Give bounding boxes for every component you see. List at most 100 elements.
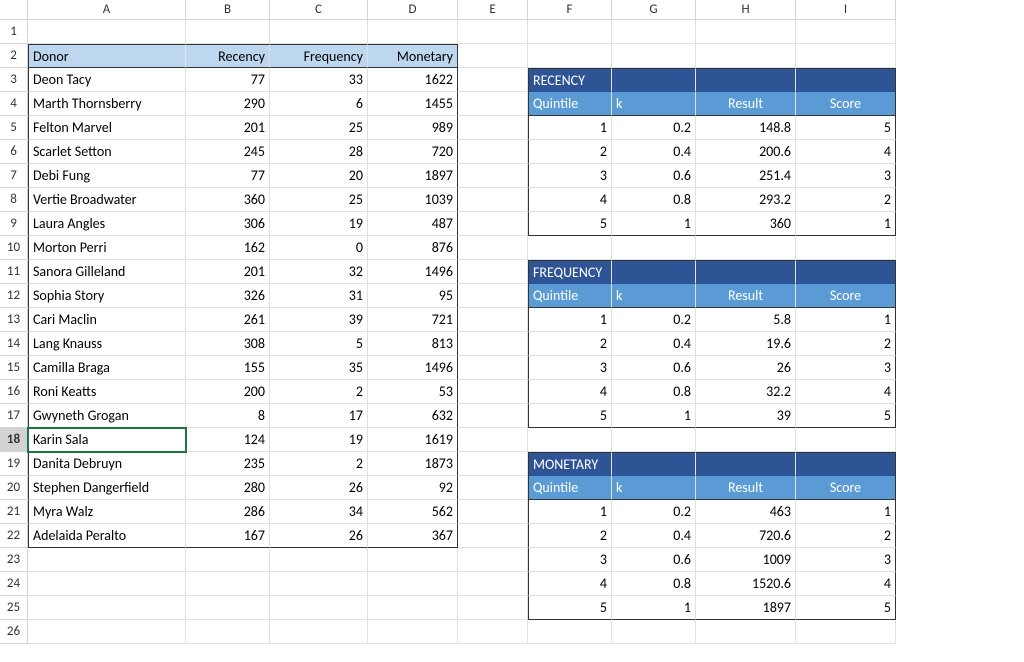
cell[interactable] <box>458 356 528 380</box>
cell[interactable] <box>368 572 458 596</box>
cell[interactable] <box>696 236 796 260</box>
cell[interactable] <box>186 572 270 596</box>
score[interactable]: 1 <box>796 308 896 332</box>
row-header-14[interactable]: 14 <box>0 332 28 356</box>
donor-recency[interactable]: 200 <box>186 380 270 404</box>
cell[interactable] <box>458 380 528 404</box>
cell[interactable] <box>458 284 528 308</box>
selected-cell[interactable]: Karin Sala <box>28 428 186 452</box>
side-header-score[interactable]: Score <box>796 92 896 116</box>
cell[interactable] <box>458 548 528 572</box>
cell[interactable] <box>528 236 612 260</box>
row-header-3[interactable]: 3 <box>0 68 28 92</box>
row-header-25[interactable]: 25 <box>0 596 28 620</box>
row-header-22[interactable]: 22 <box>0 524 28 548</box>
donor-name[interactable]: Camilla Braga <box>28 356 186 380</box>
col-header-H[interactable]: H <box>696 0 796 20</box>
donor-recency[interactable]: 245 <box>186 140 270 164</box>
row-header-24[interactable]: 24 <box>0 572 28 596</box>
donor-name[interactable]: Deon Tacy <box>28 68 186 92</box>
side-title-spacer[interactable] <box>696 452 796 476</box>
k-value[interactable]: 0.4 <box>612 140 696 164</box>
donor-monetary[interactable]: 989 <box>368 116 458 140</box>
donor-recency[interactable]: 124 <box>186 428 270 452</box>
col-header-F[interactable]: F <box>528 0 612 20</box>
side-title[interactable]: RECENCY <box>528 68 612 92</box>
cell[interactable] <box>612 20 696 44</box>
quintile[interactable]: 5 <box>528 404 612 428</box>
donor-recency[interactable]: 280 <box>186 476 270 500</box>
cell[interactable] <box>796 428 896 452</box>
donor-frequency[interactable]: 25 <box>270 116 368 140</box>
donor-recency[interactable]: 77 <box>186 68 270 92</box>
score[interactable]: 4 <box>796 140 896 164</box>
donor-name[interactable]: Vertie Broadwater <box>28 188 186 212</box>
score[interactable]: 5 <box>796 596 896 620</box>
k-value[interactable]: 1 <box>612 212 696 236</box>
donor-frequency[interactable]: 26 <box>270 476 368 500</box>
result[interactable]: 200.6 <box>696 140 796 164</box>
score[interactable]: 5 <box>796 404 896 428</box>
donor-frequency[interactable]: 31 <box>270 284 368 308</box>
result[interactable]: 26 <box>696 356 796 380</box>
k-value[interactable]: 1 <box>612 596 696 620</box>
donor-name[interactable]: Felton Marvel <box>28 116 186 140</box>
cell[interactable] <box>458 116 528 140</box>
donor-frequency[interactable]: 0 <box>270 236 368 260</box>
side-title[interactable]: MONETARY <box>528 452 612 476</box>
cell[interactable] <box>458 620 528 644</box>
result[interactable]: 1520.6 <box>696 572 796 596</box>
result[interactable]: 32.2 <box>696 380 796 404</box>
k-value[interactable]: 0.2 <box>612 500 696 524</box>
donor-monetary[interactable]: 721 <box>368 308 458 332</box>
donor-frequency[interactable]: 19 <box>270 212 368 236</box>
donor-frequency[interactable]: 2 <box>270 380 368 404</box>
row-header-11[interactable]: 11 <box>0 260 28 284</box>
cell[interactable] <box>270 620 368 644</box>
score[interactable]: 2 <box>796 188 896 212</box>
donor-name[interactable]: Lang Knauss <box>28 332 186 356</box>
cell[interactable] <box>458 44 528 68</box>
cell[interactable] <box>612 236 696 260</box>
quintile[interactable]: 5 <box>528 212 612 236</box>
cell[interactable] <box>186 620 270 644</box>
quintile[interactable]: 2 <box>528 524 612 548</box>
donor-monetary[interactable]: 720 <box>368 140 458 164</box>
donor-monetary[interactable]: 1496 <box>368 260 458 284</box>
score[interactable]: 5 <box>796 116 896 140</box>
side-header-quintile[interactable]: Quintile <box>528 476 612 500</box>
cell[interactable] <box>458 500 528 524</box>
quintile[interactable]: 4 <box>528 188 612 212</box>
donor-monetary[interactable]: 1622 <box>368 68 458 92</box>
result[interactable]: 1897 <box>696 596 796 620</box>
cell[interactable] <box>458 164 528 188</box>
row-header-2[interactable]: 2 <box>0 44 28 68</box>
donor-name[interactable]: Stephen Dangerfield <box>28 476 186 500</box>
cell[interactable] <box>28 548 186 572</box>
side-title-spacer[interactable] <box>796 68 896 92</box>
k-value[interactable]: 0.4 <box>612 332 696 356</box>
donor-recency[interactable]: 8 <box>186 404 270 428</box>
k-value[interactable]: 0.2 <box>612 308 696 332</box>
donor-recency[interactable]: 306 <box>186 212 270 236</box>
donor-monetary[interactable]: 1897 <box>368 164 458 188</box>
cell[interactable] <box>458 92 528 116</box>
donor-name[interactable]: Adelaida Peralto <box>28 524 186 548</box>
quintile[interactable]: 3 <box>528 356 612 380</box>
score[interactable]: 4 <box>796 380 896 404</box>
side-header-result[interactable]: Result <box>696 92 796 116</box>
col-header-D[interactable]: D <box>368 0 458 20</box>
cell[interactable] <box>28 20 186 44</box>
cell[interactable] <box>28 620 186 644</box>
main-header-monetary[interactable]: Monetary <box>368 44 458 68</box>
col-header-I[interactable]: I <box>796 0 896 20</box>
main-header-recency[interactable]: Recency <box>186 44 270 68</box>
cell[interactable] <box>186 596 270 620</box>
row-header-7[interactable]: 7 <box>0 164 28 188</box>
donor-name[interactable]: Laura Angles <box>28 212 186 236</box>
cell[interactable] <box>458 404 528 428</box>
cell[interactable] <box>528 44 612 68</box>
k-value[interactable]: 0.8 <box>612 572 696 596</box>
cell[interactable] <box>270 20 368 44</box>
donor-frequency[interactable]: 25 <box>270 188 368 212</box>
